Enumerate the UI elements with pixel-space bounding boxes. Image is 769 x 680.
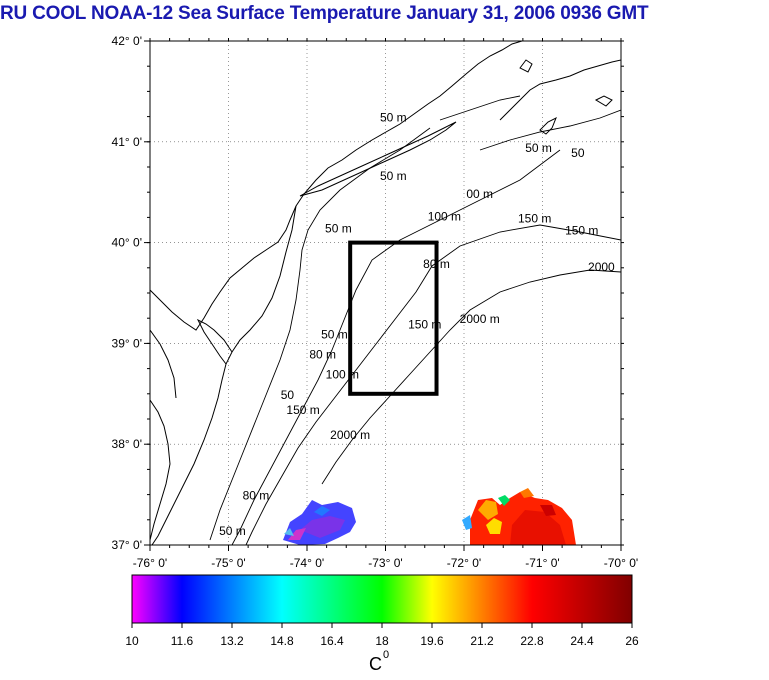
contour-label: 50 m <box>325 222 352 236</box>
longitude-axis: -76° 0' -75° 0' -74° 0' -73° 0' -72° 0' -71° … <box>133 38 638 570</box>
lon-tick-label: -75° 0' <box>211 556 245 570</box>
contour-label: 150 m <box>286 403 319 417</box>
coastline <box>150 41 621 545</box>
colorbar-unit-superscript: 0 <box>383 649 389 661</box>
colorbar-ticks: 10 11.6 13.2 14.8 16.4 18 19.6 21.2 22.8 24.4 26 <box>125 623 639 648</box>
colorbar-tick-label: 13.2 <box>220 634 244 648</box>
contour-label: 50 m <box>525 141 552 155</box>
sst-data-layer <box>283 488 576 545</box>
lat-tick-label: 40° 0' <box>112 236 142 250</box>
contour-labels: 50 m 50 m 50 m 00 m 100 m 150 m 150 m 2000 80 m 1… <box>219 111 615 538</box>
colorbar-tick-label: 19.6 <box>420 634 444 648</box>
contour-label: 50 m <box>321 327 348 341</box>
contour-label: 80 m <box>243 489 270 503</box>
colorbar <box>131 574 633 624</box>
colorbar-tick-label: 26 <box>625 634 639 648</box>
lon-tick-label: -74° 0' <box>290 556 324 570</box>
lat-tick-label: 37° 0' <box>112 538 142 552</box>
contour-label: 100 m <box>326 368 359 382</box>
contour-label: 100 m <box>428 209 461 223</box>
colorbar-tick-label: 21.2 <box>470 634 494 648</box>
contour-label: 50 <box>571 146 585 160</box>
colorbar-tick-label: 10 <box>125 634 139 648</box>
contour-label: 150 m <box>565 224 598 238</box>
contour-label: 150 m <box>408 317 441 331</box>
contour-label: 150 m <box>518 211 551 225</box>
contour-label: 2000 m <box>330 428 370 442</box>
colorbar-tick-label: 22.8 <box>520 634 544 648</box>
contour-label: 50 <box>281 388 295 402</box>
latitude-axis: 42° 0' 41° 0' 40° 0' 39° 0' 38° 0' 37° 0' <box>112 34 624 552</box>
map-title: RU COOL NOAA-12 Sea Surface Temperature … <box>0 3 649 24</box>
lon-tick-label: -70° 0' <box>604 556 638 570</box>
contour-label: 50 m <box>219 524 246 538</box>
lon-tick-label: -71° 0' <box>525 556 559 570</box>
contour-label: 80 m <box>309 348 336 362</box>
contour-label: 50 m <box>380 169 407 183</box>
lat-tick-label: 42° 0' <box>112 34 142 48</box>
study-area-box <box>348 240 439 396</box>
colorbar-tick-label: 24.4 <box>570 634 594 648</box>
colorbar-tick-label: 11.6 <box>171 634 194 648</box>
lat-tick-label: 41° 0' <box>112 135 142 149</box>
colorbar-tick-label: 18 <box>375 634 389 648</box>
contour-label: 50 m <box>380 111 407 125</box>
contour-label: 00 m <box>466 187 493 201</box>
colorbar-unit: C <box>369 654 382 674</box>
contour-label: 2000 m <box>460 312 500 326</box>
isobath-contours <box>209 95 621 545</box>
lon-tick-label: -73° 0' <box>368 556 402 570</box>
contour-label: 2000 <box>588 260 615 274</box>
lon-tick-label: -72° 0' <box>447 556 481 570</box>
colorbar-tick-label: 16.4 <box>320 634 344 648</box>
lat-tick-label: 38° 0' <box>112 437 142 451</box>
contour-label: 80 m <box>423 257 450 271</box>
lat-tick-label: 39° 0' <box>112 336 142 350</box>
lon-tick-label: -76° 0' <box>133 556 167 570</box>
colorbar-tick-label: 14.8 <box>270 634 294 648</box>
